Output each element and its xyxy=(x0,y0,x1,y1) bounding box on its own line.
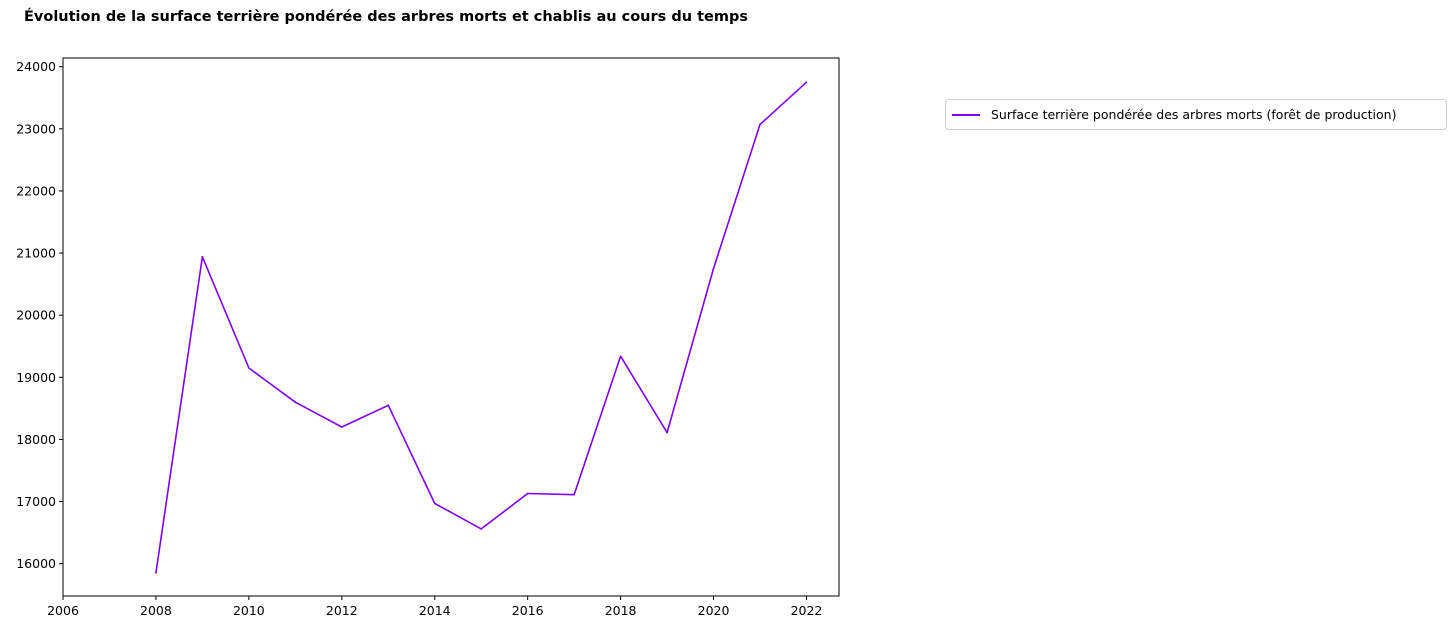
data-point xyxy=(155,572,157,574)
y-tick-label: 22000 xyxy=(16,183,56,198)
y-tick-label: 17000 xyxy=(16,494,56,509)
data-point xyxy=(433,502,436,505)
x-axis: 2006 2008 2010 2012 2014 2016 2018 2020 2022 xyxy=(47,596,822,618)
y-tick-label: 16000 xyxy=(16,556,56,571)
x-tick-label: 2022 xyxy=(791,603,823,618)
y-tick-label: 23000 xyxy=(16,121,56,136)
data-point xyxy=(712,267,715,270)
y-tick-label: 21000 xyxy=(16,246,56,261)
chart-title: Évolution de la surface terrière pondéré… xyxy=(24,9,748,25)
x-tick-label: 2018 xyxy=(605,603,637,618)
x-tick-label: 2020 xyxy=(698,603,730,618)
y-axis: 16000 17000 18000 19000 20000 21000 22000 23000… xyxy=(16,59,63,571)
legend: Surface terrière pondérée des arbres mor… xyxy=(945,99,1447,130)
data-point xyxy=(666,431,668,434)
y-tick-label: 20000 xyxy=(16,308,56,323)
y-tick-label: 19000 xyxy=(16,370,56,385)
data-point xyxy=(201,255,204,258)
x-tick-label: 2008 xyxy=(140,603,172,618)
data-point xyxy=(248,367,250,369)
data-point xyxy=(526,492,529,495)
legend-swatch-icon xyxy=(952,113,980,116)
data-point xyxy=(294,401,297,403)
data-point xyxy=(573,493,575,496)
x-tick-label: 2012 xyxy=(326,603,358,618)
data-point xyxy=(759,123,761,126)
x-tick-label: 2016 xyxy=(512,603,544,618)
y-tick-label: 18000 xyxy=(16,432,56,447)
data-point xyxy=(619,355,622,357)
data-point xyxy=(805,81,808,84)
data-point xyxy=(341,426,343,428)
plot-frame xyxy=(62,57,840,597)
legend-label: Surface terrière pondérée des arbres mor… xyxy=(991,107,1397,122)
x-tick-label: 2014 xyxy=(419,603,451,618)
series-line xyxy=(155,81,808,574)
x-tick-label: 2010 xyxy=(233,603,265,618)
x-tick-label: 2006 xyxy=(47,603,79,618)
data-point xyxy=(480,528,483,530)
data-point xyxy=(387,404,390,407)
series-layer xyxy=(155,81,808,574)
y-tick-label: 24000 xyxy=(16,59,56,74)
